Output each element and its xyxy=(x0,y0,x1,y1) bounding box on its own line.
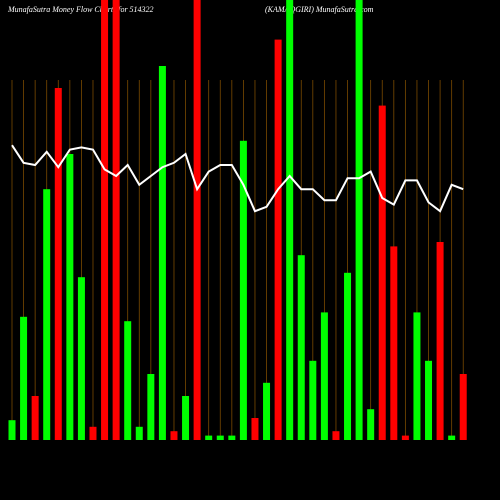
bar xyxy=(205,435,213,440)
bar xyxy=(20,316,28,440)
bar xyxy=(425,360,433,440)
bar xyxy=(228,435,236,440)
flow-line xyxy=(11,144,464,213)
bar xyxy=(390,246,398,440)
bar xyxy=(8,420,16,440)
bar xyxy=(367,409,375,440)
bar xyxy=(413,312,421,440)
bar xyxy=(448,435,456,440)
bar xyxy=(459,374,467,440)
bar xyxy=(112,0,120,440)
bar xyxy=(436,242,444,440)
bar xyxy=(135,426,143,440)
bar xyxy=(239,140,247,441)
bar xyxy=(274,39,282,440)
bar xyxy=(77,277,85,440)
bar xyxy=(286,0,294,440)
bar xyxy=(344,272,352,440)
bar xyxy=(378,105,386,440)
bar xyxy=(158,66,166,440)
bar xyxy=(251,418,259,440)
chart-subtitle: (KAMAQGIRI) MunafaSutra.com xyxy=(265,5,374,14)
bar xyxy=(101,0,109,440)
bar xyxy=(401,435,409,440)
bar xyxy=(297,255,305,440)
bar xyxy=(193,0,201,440)
bar xyxy=(216,435,224,440)
bar xyxy=(147,374,155,440)
bar xyxy=(43,189,51,440)
chart-title: MunafaSutra Money Flow Charts for 514322 xyxy=(7,5,154,14)
bar xyxy=(332,431,340,440)
bar xyxy=(31,396,39,440)
bar xyxy=(309,360,317,440)
bar xyxy=(355,0,363,440)
bar xyxy=(182,396,190,440)
bar xyxy=(170,431,178,440)
bar xyxy=(124,321,132,440)
bar xyxy=(263,382,271,440)
bar xyxy=(66,154,74,440)
bar xyxy=(320,312,328,440)
bar xyxy=(54,88,62,440)
bar xyxy=(89,426,97,440)
